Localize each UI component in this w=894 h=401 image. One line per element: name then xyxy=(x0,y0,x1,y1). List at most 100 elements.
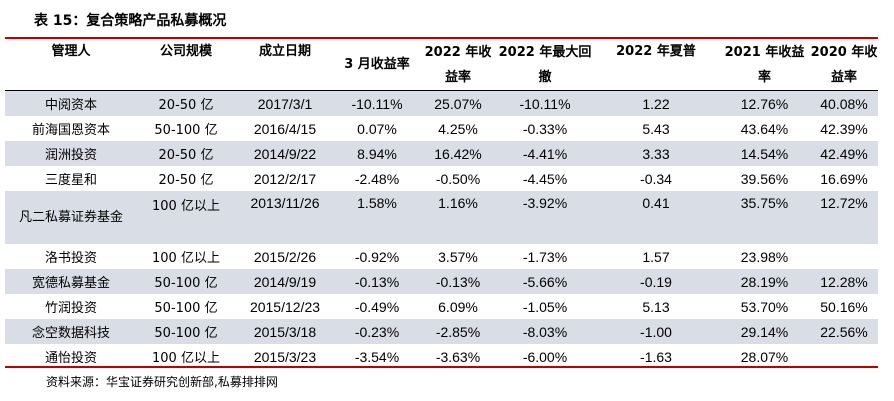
cell-2022-max-drawdown: -4.41% xyxy=(497,141,593,166)
cell-2022-return: 6.09% xyxy=(438,298,478,315)
table-title: 表 15：复合策略产品私募概况 xyxy=(34,13,227,29)
cell-founded: 2015/3/18 xyxy=(235,319,335,344)
cell-scale: 50-100 亿 xyxy=(154,301,218,316)
cell-2022-sharpe: 3.33 xyxy=(593,141,719,166)
cell-scale: 100 亿以上 xyxy=(137,191,235,244)
cell-manager: 洛书投资 xyxy=(44,251,97,266)
header-2021-return: 2021 年收益率 xyxy=(719,39,810,91)
cell-2022-max-drawdown: -5.66% xyxy=(497,269,593,294)
table-row: 中阅资本 20-50 亿 2017/3/1 -10.11% 25.07% -10… xyxy=(5,90,878,116)
cell-scale: 50-100 亿 xyxy=(137,319,235,344)
table-row: 前海国恩资本 50-100 亿 2016/4/15 0.07% 4.25% -0… xyxy=(5,116,878,141)
header-2020-return: 2020 年收益率 xyxy=(810,39,878,91)
top-rule xyxy=(5,37,878,39)
cell-founded: 2015/3/23 xyxy=(253,348,317,365)
header-march-return: 3 月收益率 xyxy=(335,39,419,91)
cell-2022-return: 25.07% xyxy=(419,90,497,116)
header-2022-sharpe: 2022 年夏普 xyxy=(593,39,719,91)
cell-founded: 2013/11/26 xyxy=(235,191,335,244)
cell-founded: 2017/3/1 xyxy=(235,90,335,116)
cell-2022-max-drawdown: -6.00% xyxy=(522,348,568,365)
cell-2022-return: -3.63% xyxy=(435,348,481,365)
private-fund-table: 管理人 公司规模 成立日期 3 月收益率 2022 年收益率 2022 年最大回… xyxy=(5,39,878,369)
cell-2020-return: 16.69% xyxy=(820,170,868,187)
header-2022-max-drawdown: 2022 年最大回撤 xyxy=(497,39,593,91)
cell-2022-sharpe: 1.57 xyxy=(642,248,670,265)
cell-2022-return: 4.25% xyxy=(438,120,478,137)
cell-founded: 2012/2/17 xyxy=(253,170,317,187)
cell-2022-return: 16.42% xyxy=(419,141,497,166)
cell-2022-sharpe: -1.63 xyxy=(640,348,672,365)
cell-march-return: -2.48% xyxy=(354,170,400,187)
cell-2022-sharpe: -0.19 xyxy=(593,269,719,294)
header-2022-return: 2022 年收益率 xyxy=(419,39,497,91)
cell-march-return: -3.54% xyxy=(354,348,400,365)
cell-2020-return: 42.49% xyxy=(810,141,878,166)
cell-2021-return: 28.19% xyxy=(719,269,810,294)
cell-2022-sharpe: 1.22 xyxy=(593,90,719,116)
table-row: 念空数据科技 50-100 亿 2015/3/18 -0.23% -2.85% … xyxy=(5,319,878,344)
cell-founded: 2014/9/22 xyxy=(235,141,335,166)
cell-2021-return: 43.64% xyxy=(740,120,789,137)
cell-2022-max-drawdown: -4.45% xyxy=(522,170,568,187)
cell-2021-return: 14.54% xyxy=(719,141,810,166)
table-row: 凡二私募证券基金 100 亿以上 2013/11/26 1.58% 1.16% … xyxy=(5,191,878,244)
cell-2022-return: -2.85% xyxy=(419,319,497,344)
cell-founded: 2015/12/23 xyxy=(249,298,321,315)
cell-2020-return: 42.39% xyxy=(820,120,868,137)
table-row: 宽德私募基金 50-100 亿 2014/9/19 -0.13% -0.13% … xyxy=(5,269,878,294)
cell-2022-max-drawdown: -10.11% xyxy=(497,90,593,116)
cell-2021-return: 35.75% xyxy=(719,191,810,244)
cell-2022-max-drawdown: -0.33% xyxy=(522,120,568,137)
cell-2022-max-drawdown: -8.03% xyxy=(497,319,593,344)
cell-scale: 100 亿以上 xyxy=(152,251,220,266)
cell-2020-return xyxy=(810,244,878,269)
cell-2022-max-drawdown: -3.92% xyxy=(497,191,593,244)
cell-founded: 2015/2/26 xyxy=(253,248,317,265)
cell-manager: 竹润投资 xyxy=(44,301,97,316)
table-row: 竹润投资 50-100 亿 2015/12/23 -0.49% 6.09% -1… xyxy=(5,294,878,319)
cell-2022-sharpe: -1.00 xyxy=(593,319,719,344)
cell-2021-return: 23.98% xyxy=(740,248,789,265)
cell-2022-sharpe: 5.43 xyxy=(642,120,670,137)
cell-scale: 50-100 亿 xyxy=(154,123,218,138)
cell-march-return: -0.23% xyxy=(335,319,419,344)
cell-2022-return: -0.13% xyxy=(419,269,497,294)
cell-2020-return: 12.72% xyxy=(810,191,878,244)
cell-march-return: 1.58% xyxy=(335,191,419,244)
cell-manager: 宽德私募基金 xyxy=(5,269,137,294)
cell-manager: 通怡投资 xyxy=(44,351,97,366)
table-row: 三度星和 20-50 亿 2012/2/17 -2.48% -0.50% -4.… xyxy=(5,166,878,191)
table-row: 通怡投资 100 亿以上 2015/3/23 -3.54% -3.63% -6.… xyxy=(5,344,878,369)
table-row: 洛书投资 100 亿以上 2015/2/26 -0.92% 3.57% -1.7… xyxy=(5,244,878,269)
cell-scale: 50-100 亿 xyxy=(137,269,235,294)
cell-2022-max-drawdown: -1.73% xyxy=(522,248,568,265)
cell-2020-return: 50.16% xyxy=(820,298,868,315)
cell-manager: 念空数据科技 xyxy=(5,319,137,344)
cell-2020-return: 22.56% xyxy=(810,319,878,344)
cell-2020-return: 12.28% xyxy=(810,269,878,294)
cell-manager: 中阅资本 xyxy=(5,90,137,116)
cell-2022-sharpe: 5.13 xyxy=(642,298,670,315)
cell-2021-return: 39.56% xyxy=(740,170,789,187)
cell-manager: 三度星和 xyxy=(44,173,97,188)
cell-2022-return: 1.16% xyxy=(419,191,497,244)
cell-2021-return: 29.14% xyxy=(719,319,810,344)
cell-founded: 2014/9/19 xyxy=(235,269,335,294)
cell-march-return: -10.11% xyxy=(335,90,419,116)
cell-2022-sharpe: -0.34 xyxy=(640,170,672,187)
table-header-row: 管理人 公司规模 成立日期 3 月收益率 2022 年收益率 2022 年最大回… xyxy=(5,39,878,91)
cell-founded: 2016/4/15 xyxy=(253,120,317,137)
cell-2020-return: 40.08% xyxy=(810,90,878,116)
cell-march-return: 8.94% xyxy=(335,141,419,166)
bottom-rule xyxy=(5,366,878,368)
cell-2022-sharpe: 0.41 xyxy=(593,191,719,244)
cell-scale: 100 亿以上 xyxy=(152,351,220,366)
cell-2021-return: 12.76% xyxy=(719,90,810,116)
cell-manager: 润洲投资 xyxy=(5,141,137,166)
cell-march-return: -0.92% xyxy=(354,248,400,265)
cell-scale: 20-50 亿 xyxy=(137,90,235,116)
cell-scale: 20-50 亿 xyxy=(137,141,235,166)
cell-march-return: -0.49% xyxy=(354,298,400,315)
cell-scale: 20-50 亿 xyxy=(158,173,214,188)
